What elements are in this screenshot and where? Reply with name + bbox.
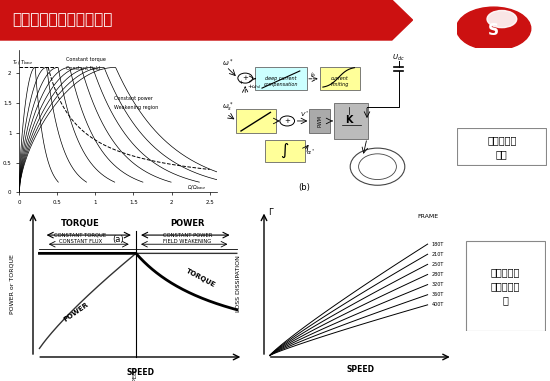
- Text: 交流感应电机的调速特性: 交流感应电机的调速特性: [12, 13, 113, 27]
- Text: TORQUE: TORQUE: [61, 219, 100, 228]
- FancyBboxPatch shape: [334, 103, 368, 139]
- Circle shape: [280, 116, 295, 126]
- Text: FRAME: FRAME: [417, 215, 438, 219]
- Text: $U_{dc}$: $U_{dc}$: [392, 53, 405, 63]
- Circle shape: [487, 10, 517, 28]
- FancyBboxPatch shape: [265, 140, 305, 162]
- Text: compensation: compensation: [263, 82, 298, 87]
- Text: $\omega_s^*$: $\omega_s^*$: [222, 101, 234, 114]
- Text: 280T: 280T: [432, 272, 444, 277]
- FancyBboxPatch shape: [309, 109, 330, 133]
- Text: Constant power: Constant power: [114, 96, 153, 101]
- Text: +: +: [242, 75, 248, 81]
- Text: 180T: 180T: [432, 242, 444, 247]
- Text: +$\omega_{sl}$: +$\omega_{sl}$: [248, 82, 262, 91]
- Text: BASE SPEED: BASE SPEED: [134, 368, 139, 381]
- Text: deep current: deep current: [265, 76, 296, 81]
- Circle shape: [238, 73, 252, 83]
- Circle shape: [359, 154, 397, 179]
- Circle shape: [350, 148, 405, 185]
- Text: +: +: [239, 80, 243, 85]
- Text: Constant field: Constant field: [67, 66, 101, 71]
- Text: S: S: [488, 24, 499, 38]
- Text: $\omega^*$: $\omega^*$: [222, 58, 234, 69]
- Text: (b): (b): [298, 182, 310, 192]
- Text: SPEED: SPEED: [346, 365, 374, 374]
- Circle shape: [456, 7, 531, 50]
- FancyBboxPatch shape: [236, 109, 276, 133]
- Text: 400T: 400T: [432, 303, 444, 307]
- Polygon shape: [0, 0, 412, 40]
- Text: limiting: limiting: [331, 82, 349, 87]
- Text: POWER: POWER: [62, 301, 90, 323]
- Text: FIELD WEAKENING: FIELD WEAKENING: [163, 240, 212, 245]
- Text: $i_{fs}$: $i_{fs}$: [310, 70, 317, 79]
- Text: Weakening region: Weakening region: [114, 105, 159, 110]
- Text: 360T: 360T: [432, 292, 444, 297]
- Text: current: current: [331, 75, 349, 81]
- Text: CONSTANT TORQUE: CONSTANT TORQUE: [54, 233, 106, 238]
- FancyBboxPatch shape: [465, 241, 546, 331]
- Text: POWER: POWER: [170, 219, 205, 228]
- Text: $\Omega/\Omega_{base}$: $\Omega/\Omega_{base}$: [186, 184, 206, 192]
- Text: CONSTANT FLUX: CONSTANT FLUX: [58, 240, 102, 245]
- Text: 210T: 210T: [432, 252, 444, 257]
- Text: (a): (a): [112, 235, 124, 244]
- Text: PWM: PWM: [317, 115, 322, 127]
- FancyBboxPatch shape: [458, 128, 546, 165]
- Text: 交流感应电
机的调速特
性: 交流感应电 机的调速特 性: [491, 267, 520, 305]
- Text: 320T: 320T: [432, 282, 444, 287]
- Text: +: +: [284, 118, 290, 124]
- Text: 250T: 250T: [432, 262, 444, 267]
- Text: SPEED: SPEED: [126, 368, 154, 377]
- Text: $V^*$: $V^*$: [300, 110, 310, 119]
- Text: 电机的调速
方法: 电机的调速 方法: [487, 135, 516, 158]
- Text: Constant torque: Constant torque: [67, 58, 106, 62]
- Text: CONSTANT POWER: CONSTANT POWER: [163, 233, 212, 238]
- Text: POWER or TORQUE: POWER or TORQUE: [9, 254, 14, 314]
- FancyBboxPatch shape: [255, 67, 307, 90]
- Text: LOSS DISSIPATION: LOSS DISSIPATION: [236, 255, 241, 312]
- Text: $\int$: $\int$: [280, 142, 290, 160]
- Text: TORQUE: TORQUE: [184, 267, 216, 288]
- Text: K: K: [345, 115, 353, 125]
- Text: $\Gamma$: $\Gamma$: [268, 206, 274, 217]
- Text: $\alpha^*$: $\alpha^*$: [306, 148, 315, 157]
- Text: $T_e/\ T_{base}$: $T_e/\ T_{base}$: [12, 58, 33, 67]
- FancyBboxPatch shape: [320, 67, 360, 90]
